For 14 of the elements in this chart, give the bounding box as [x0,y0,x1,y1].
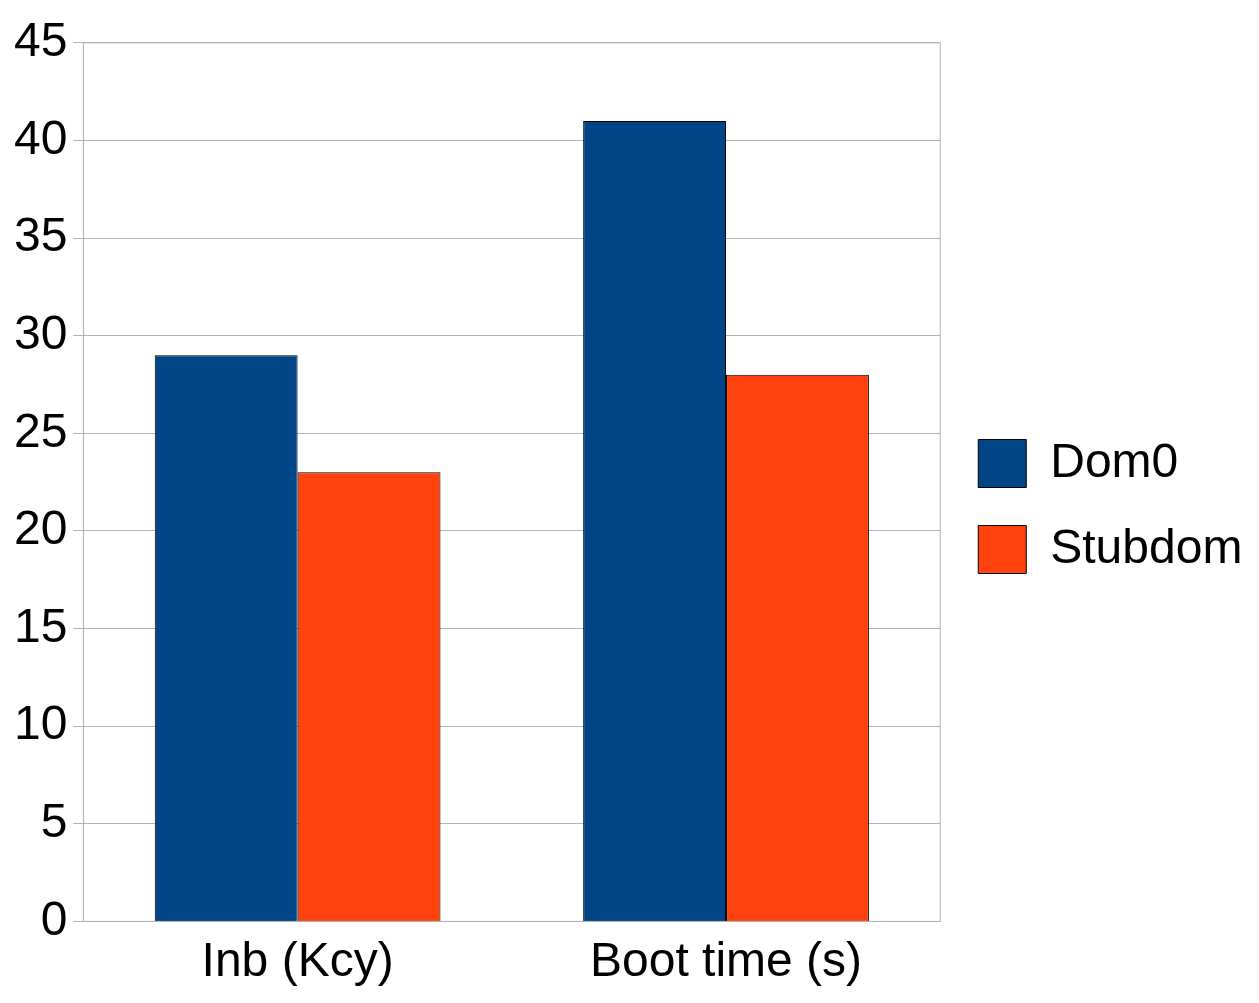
legend-label: Dom0 [1050,433,1179,487]
y-tick-label: 20 [14,501,68,555]
y-tick-label: 15 [14,598,68,652]
legend-label: Stubdom [1050,519,1243,573]
y-tick-label: 10 [14,696,68,750]
y-tick-label: 0 [40,891,68,945]
x-tick-label: Boot time (s) [590,933,863,987]
y-tick-label: 30 [14,305,68,359]
y-tick-label: 5 [40,794,68,848]
y-tick-label: 40 [14,110,68,164]
y-tick-label: 25 [14,403,68,457]
x-tick-label: Inb (Kcy) [201,933,394,987]
y-tick-label: 35 [14,208,68,262]
y-tick-label: 45 [14,13,68,67]
